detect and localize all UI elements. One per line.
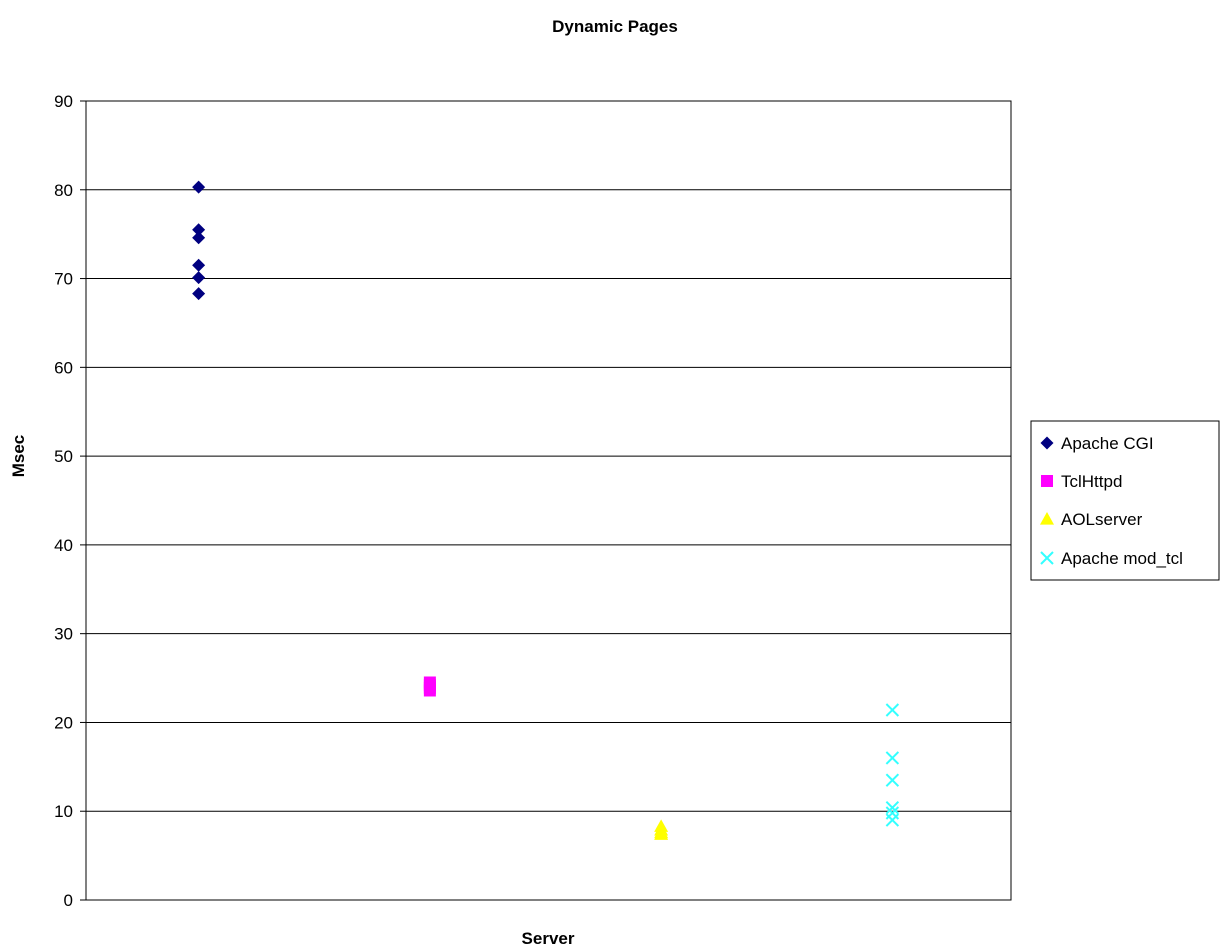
legend-label: TclHttpd: [1061, 472, 1122, 491]
data-point-diamond: [192, 231, 206, 245]
legend-swatch-triangle: [1040, 512, 1054, 525]
y-tick-label: 30: [54, 625, 73, 644]
data-point-diamond: [192, 287, 206, 301]
data-point-square: [423, 684, 436, 697]
y-tick-label: 40: [54, 536, 73, 555]
data-point-triangle: [654, 827, 669, 840]
data-point-x: [885, 703, 900, 717]
legend: Apache CGI TclHttpd AOLserver Apache mod_tc…: [1030, 420, 1220, 581]
y-axis-title: Msec: [9, 435, 28, 478]
data-point-diamond: [192, 271, 206, 285]
data-point-x: [885, 751, 900, 765]
legend-item: AOLserver: [1040, 510, 1143, 529]
y-tick-label: 20: [54, 713, 73, 732]
y-tick-label: 60: [54, 358, 73, 377]
y-tick-label: 10: [54, 802, 73, 821]
legend-swatch-square: [1041, 475, 1053, 487]
gridlines: [86, 100, 1011, 901]
chart-title: Dynamic Pages: [552, 17, 678, 36]
data-point-x: [885, 800, 900, 815]
data-markers: [192, 180, 900, 840]
legend-swatch-x: [1040, 551, 1054, 565]
data-point-diamond: [192, 258, 206, 272]
legend-item: Apache mod_tcl: [1040, 549, 1183, 568]
legend-label: AOLserver: [1061, 510, 1143, 529]
legend-box: [1030, 420, 1220, 581]
data-point-diamond: [192, 180, 206, 194]
legend-item: Apache CGI: [1040, 434, 1154, 453]
legend-swatch-diamond: [1040, 436, 1054, 450]
y-tick-label: 80: [54, 181, 73, 200]
y-axis-ticks: 0 10 20 30 40 50 60 70 80 90: [54, 92, 86, 910]
data-point-diamond: [192, 223, 206, 237]
legend-label: Apache CGI: [1061, 434, 1154, 453]
x-axis-title: Server: [522, 929, 575, 948]
y-tick-label: 70: [54, 270, 73, 289]
y-tick-label: 90: [54, 92, 73, 111]
data-point-x: [885, 813, 900, 827]
y-tick-label: 50: [54, 447, 73, 466]
data-point-x: [885, 773, 900, 787]
y-tick-label: 0: [64, 891, 73, 910]
legend-label: Apache mod_tcl: [1061, 549, 1183, 568]
plot-area: [85, 100, 1012, 901]
legend-item: TclHttpd: [1041, 472, 1122, 491]
